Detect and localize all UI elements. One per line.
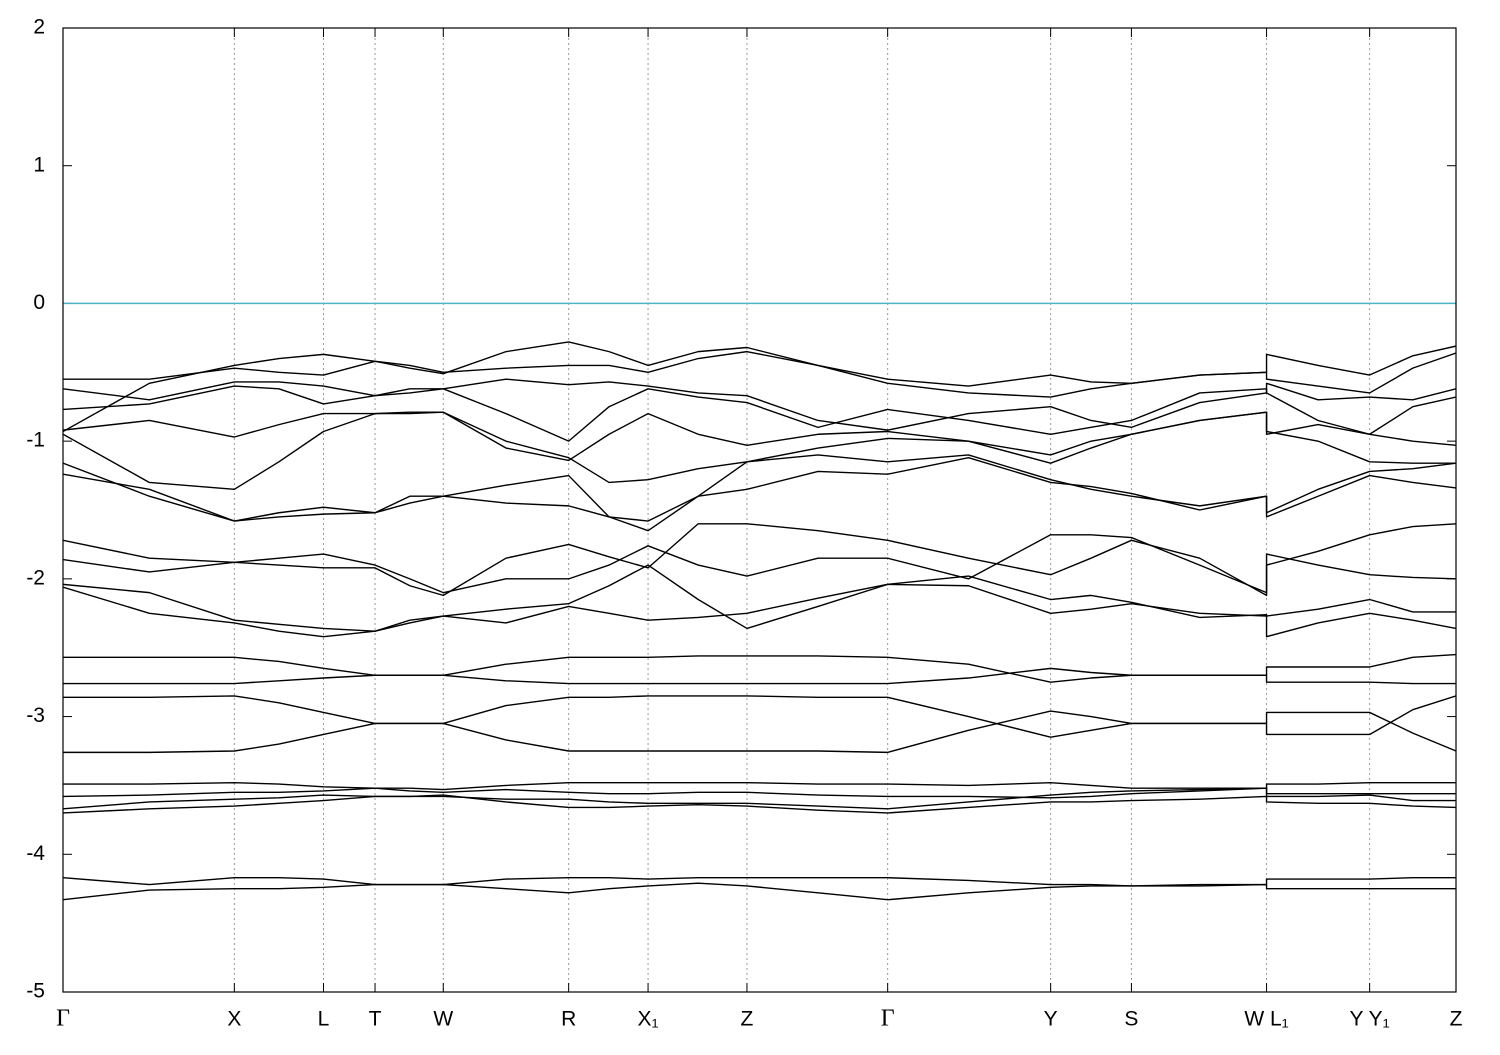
x-tick-label: Γ	[881, 1006, 895, 1032]
y-tick-label: -4	[26, 842, 45, 865]
band	[63, 667, 1456, 685]
band	[63, 456, 1456, 522]
x-tick-label: Γ	[56, 1006, 70, 1032]
band	[63, 653, 1456, 683]
x-tick-label: L	[318, 1008, 330, 1031]
band	[63, 877, 1456, 887]
band	[63, 794, 1456, 814]
band	[63, 378, 1456, 431]
y-tick-label: -1	[26, 429, 45, 452]
x-tick-label: R	[561, 1008, 576, 1031]
x-tick-label: X	[227, 1008, 241, 1031]
band	[63, 787, 1456, 799]
band	[63, 341, 1456, 433]
y-tick-label: 0	[33, 291, 45, 314]
band	[63, 411, 1456, 462]
band	[63, 695, 1456, 738]
y-tick-label: -3	[26, 704, 45, 727]
band	[63, 534, 1456, 594]
y-tick-label: 2	[33, 16, 45, 39]
plot-frame	[62, 27, 1457, 993]
band	[63, 781, 1456, 791]
band	[63, 882, 1456, 901]
band	[63, 350, 1456, 398]
x-tick-label: Y	[1044, 1008, 1058, 1031]
x-tick-label: Y Y₁	[1350, 1008, 1390, 1031]
x-tick-label: W L₁	[1244, 1008, 1288, 1031]
x-tick-label: W	[433, 1008, 453, 1031]
x-tick-label: S	[1124, 1008, 1138, 1031]
band	[63, 564, 1456, 638]
y-tick-label: -2	[26, 566, 45, 589]
band	[63, 575, 1456, 632]
x-tick-label: Z	[741, 1008, 754, 1031]
y-tick-label: -5	[26, 980, 45, 1003]
band	[63, 710, 1456, 754]
x-tick-label: T	[369, 1008, 382, 1031]
x-tick-label: Z	[1450, 1008, 1463, 1031]
x-tick-label: X₁	[638, 1008, 659, 1031]
band	[63, 385, 1456, 442]
y-tick-label: 1	[33, 153, 45, 176]
band	[63, 787, 1456, 810]
band	[63, 411, 1456, 491]
